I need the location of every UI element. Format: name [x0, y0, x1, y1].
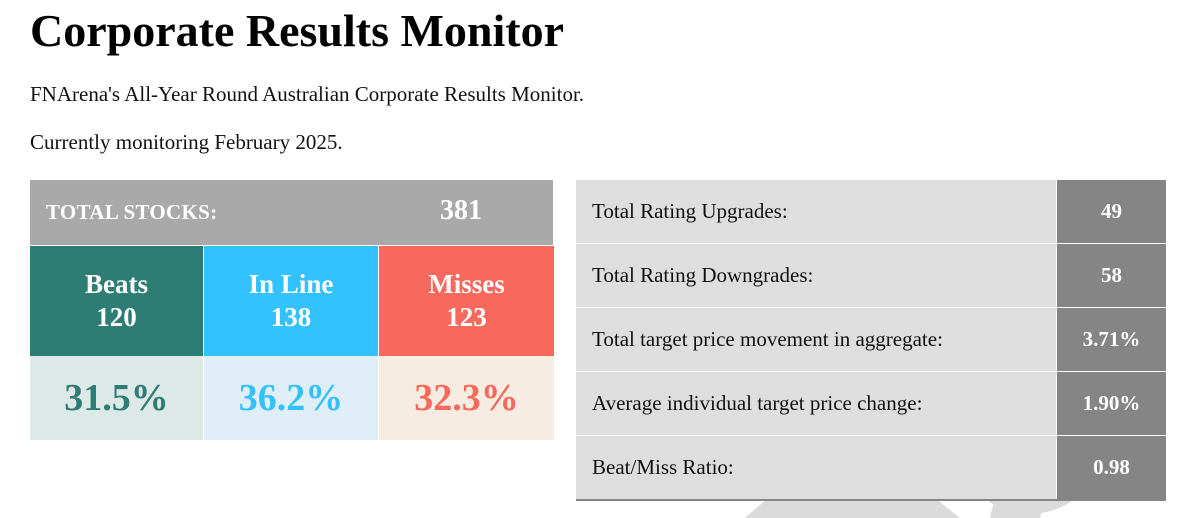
in-line-label: In Line: [248, 269, 334, 299]
table-row: Total target price movement in aggregate…: [576, 308, 1166, 372]
rating-upgrades-value: 49: [1057, 180, 1166, 243]
beats-label: Beats: [85, 269, 148, 299]
misses-cell[interactable]: Misses 123: [378, 246, 554, 356]
misses-count: 123: [446, 302, 487, 332]
beat-miss-ratio-value: 0.98: [1057, 436, 1166, 499]
misses-percent: 32.3%: [378, 356, 554, 440]
beat-miss-ratio-label: Beat/Miss Ratio:: [576, 436, 1057, 499]
rating-downgrades-label: Total Rating Downgrades:: [576, 244, 1057, 307]
beats-percent: 31.5%: [30, 356, 203, 440]
misses-label: Misses: [428, 269, 505, 299]
total-stocks-row: TOTAL STOCKS: 381: [30, 180, 553, 246]
beats-count: 120: [96, 302, 137, 332]
aggregate-target-movement-label: Total target price movement in aggregate…: [576, 308, 1057, 371]
total-stocks-value: 381: [440, 195, 482, 226]
category-percent-row: 31.5% 36.2% 32.3%: [30, 356, 554, 440]
average-target-change-label: Average individual target price change:: [576, 372, 1057, 435]
table-row: Total Rating Upgrades: 49: [576, 180, 1166, 244]
aggregate-target-movement-value: 3.71%: [1057, 308, 1166, 371]
table-row: Beat/Miss Ratio: 0.98: [576, 436, 1166, 501]
table-row: Total Rating Downgrades: 58: [576, 244, 1166, 308]
in-line-cell[interactable]: In Line 138: [203, 246, 378, 356]
total-stocks-label: TOTAL STOCKS:: [46, 200, 218, 224]
average-target-change-value: 1.90%: [1057, 372, 1166, 435]
table-row: Average individual target price change: …: [576, 372, 1166, 436]
intro-text: FNArena's All-Year Round Australian Corp…: [30, 82, 585, 106]
rating-downgrades-value: 58: [1057, 244, 1166, 307]
rating-stats-table: Total Rating Upgrades: 49 Total Rating D…: [576, 180, 1166, 501]
page-title: Corporate Results Monitor: [30, 5, 565, 56]
in-line-percent: 36.2%: [203, 356, 378, 440]
in-line-count: 138: [270, 302, 312, 332]
monitoring-period-text: Currently monitoring February 2025.: [30, 130, 343, 154]
results-summary-panel: TOTAL STOCKS: 381 Beats 120 In Line 138 …: [30, 180, 554, 440]
category-counts-row: Beats 120 In Line 138 Misses 123: [30, 246, 554, 356]
beats-cell[interactable]: Beats 120: [30, 246, 203, 356]
rating-upgrades-label: Total Rating Upgrades:: [576, 180, 1057, 243]
